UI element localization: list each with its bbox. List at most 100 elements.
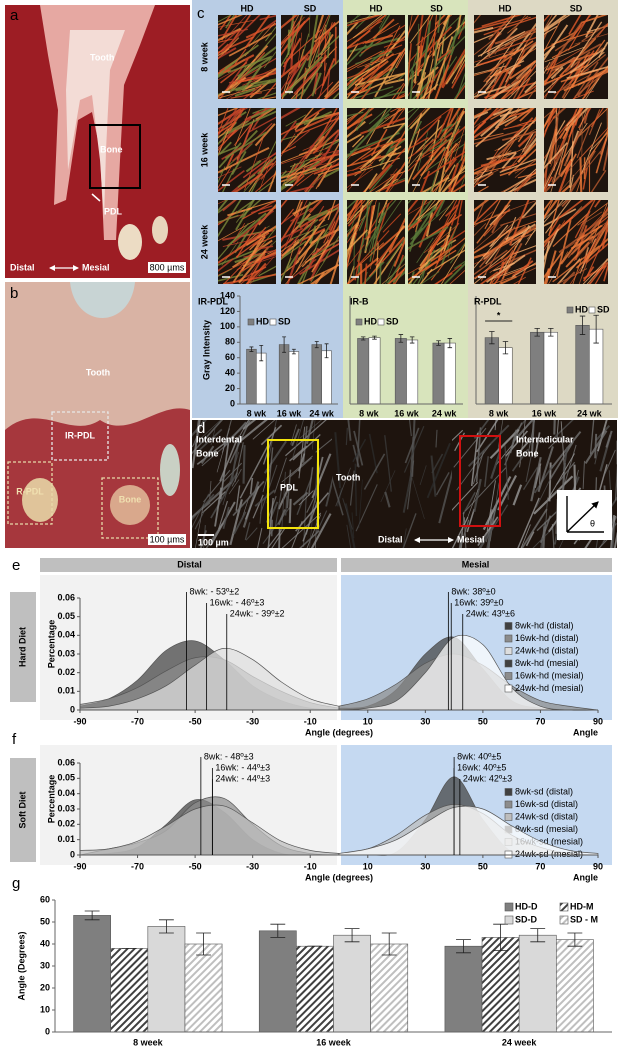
fiber [203,525,206,548]
fiber [415,55,430,97]
fiber [450,164,464,192]
fiber [403,425,425,473]
fiber [242,200,276,220]
fiber [245,15,271,48]
fiber [347,164,373,172]
fiber [235,200,254,223]
fiber [544,48,568,70]
fiber [408,200,419,213]
fiber [513,276,526,284]
fiber [242,420,257,430]
legend-swatch [559,915,569,925]
x-tick-label: 70 [535,716,545,726]
fiber [374,200,403,240]
label: Tooth [86,367,110,377]
fiber [544,108,555,130]
y-tick-label: 20 [40,982,50,992]
fiber [218,28,248,37]
fiber [590,108,604,128]
fiber [474,85,507,98]
fiber [582,257,608,284]
fiber [560,421,565,468]
fiber [423,151,465,180]
fiber [250,266,267,275]
legend-swatch [504,788,513,796]
fiber [420,271,440,284]
fiber [285,114,307,127]
fiber [293,64,321,95]
y-tick-label: 0 [70,704,75,714]
fiber [228,479,240,495]
bar [246,348,257,405]
fiber [438,164,456,192]
fiber [242,83,263,99]
fiber [434,272,453,284]
fiber [476,69,498,96]
fiber [489,204,511,226]
fiber [364,34,394,44]
fiber [434,64,450,99]
fiber [432,15,438,58]
y-tick-label: 40 [225,368,235,378]
fiber [480,15,516,57]
micrograph [408,108,465,192]
fiber [489,428,520,460]
fiber [602,144,608,172]
micrograph [192,420,332,548]
fiber [292,420,304,459]
y-tick-label: 140 [220,290,235,300]
panel-b: Tooth IR-PDL R-PDL Bone 100 µms b [5,282,190,548]
fiber [365,200,369,240]
x-tick-label: 90 [593,716,603,726]
fiber [448,162,459,190]
fiber [510,117,534,140]
roi-box [459,435,501,527]
fiber [494,108,514,129]
label: Distal [10,262,35,272]
fiber [474,164,515,175]
fiber [222,200,237,212]
fiber [249,256,275,284]
x-tick-label: 16 wk [532,408,558,418]
bar [321,350,332,405]
annotation: 8wk: 40º±5 [457,751,501,761]
fiber [441,54,452,88]
fiber [281,241,300,257]
axis-icon [566,496,604,533]
fiber [428,203,453,225]
fiber [286,162,300,183]
label: Bone [516,448,539,458]
fibers [408,108,465,192]
fiber [218,500,228,530]
bar [443,342,456,405]
fiber [589,224,608,242]
fiber [228,108,246,132]
fiber [485,108,505,121]
legend-label: HD [364,316,377,326]
micrograph [218,200,276,284]
fiber [555,120,566,136]
fiber [589,420,595,455]
fiber [347,43,359,63]
fiber [533,475,574,515]
fiber [232,210,275,244]
fiber [605,430,613,448]
fiber [281,108,301,120]
fiber [373,242,403,284]
error-bar [158,919,174,934]
fiber [420,146,446,177]
fiber [544,15,571,33]
annotation: 24wk: 42º±3 [463,773,512,783]
fiber [222,506,230,529]
bar [484,337,499,405]
fiber [548,216,561,236]
fiber [509,429,518,454]
fiber [347,211,358,241]
fiber [262,507,291,544]
fiber [293,144,315,176]
fiber [368,433,378,474]
fiber [480,240,505,281]
column-header: HD [370,3,383,13]
fiber [435,429,438,448]
fiber [441,36,444,54]
